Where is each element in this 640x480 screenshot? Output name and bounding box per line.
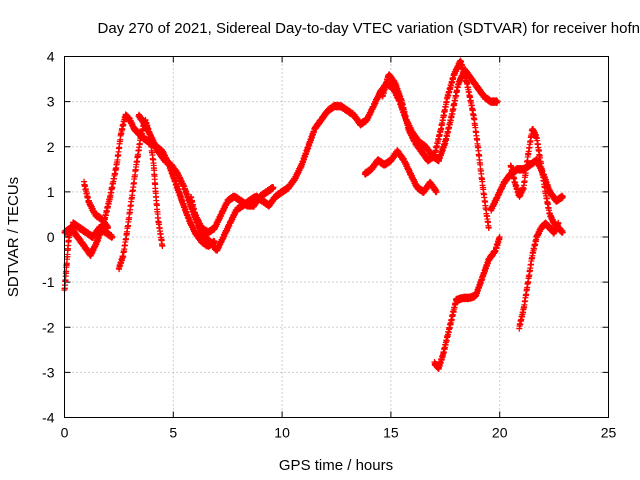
- x-tick-label: 15: [383, 425, 399, 441]
- y-tick-label: -1: [42, 274, 55, 290]
- y-tick-label: -3: [42, 364, 55, 380]
- series-sat-K: [507, 125, 566, 236]
- series-sat-B: [61, 219, 116, 294]
- y-tick-label: 2: [47, 139, 55, 155]
- x-tick-label: 0: [61, 425, 69, 441]
- x-tick-label: 25: [601, 425, 617, 441]
- series-sat-I: [431, 234, 503, 373]
- series-sat-D: [115, 116, 166, 273]
- y-tick-label: 0: [47, 229, 55, 245]
- x-tick-label: 10: [274, 425, 290, 441]
- y-axis-label: SDTVAR / TECUs: [5, 177, 22, 297]
- y-tick-label: 4: [47, 49, 55, 65]
- y-tick-label: 1: [47, 184, 55, 200]
- series-sat-F: [187, 184, 277, 237]
- x-axis-label: GPS time / hours: [279, 457, 393, 474]
- x-tick-label: 20: [492, 425, 508, 441]
- y-tick-label: -4: [42, 410, 55, 426]
- data-marks: [61, 57, 566, 373]
- data-point: [105, 224, 112, 231]
- data-point: [494, 98, 501, 105]
- data-point: [109, 234, 116, 240]
- x-tick-label: 5: [169, 425, 177, 441]
- chart-title: Day 270 of 2021, Sidereal Day-to-day VTE…: [98, 20, 640, 37]
- data-point: [159, 243, 166, 250]
- grid: [64, 56, 609, 418]
- y-tick-label: -2: [42, 319, 55, 335]
- series-sat-L: [516, 219, 562, 332]
- series-sat-C: [81, 178, 112, 232]
- y-tick-label: 3: [47, 94, 55, 110]
- series-sat-A: [61, 111, 218, 259]
